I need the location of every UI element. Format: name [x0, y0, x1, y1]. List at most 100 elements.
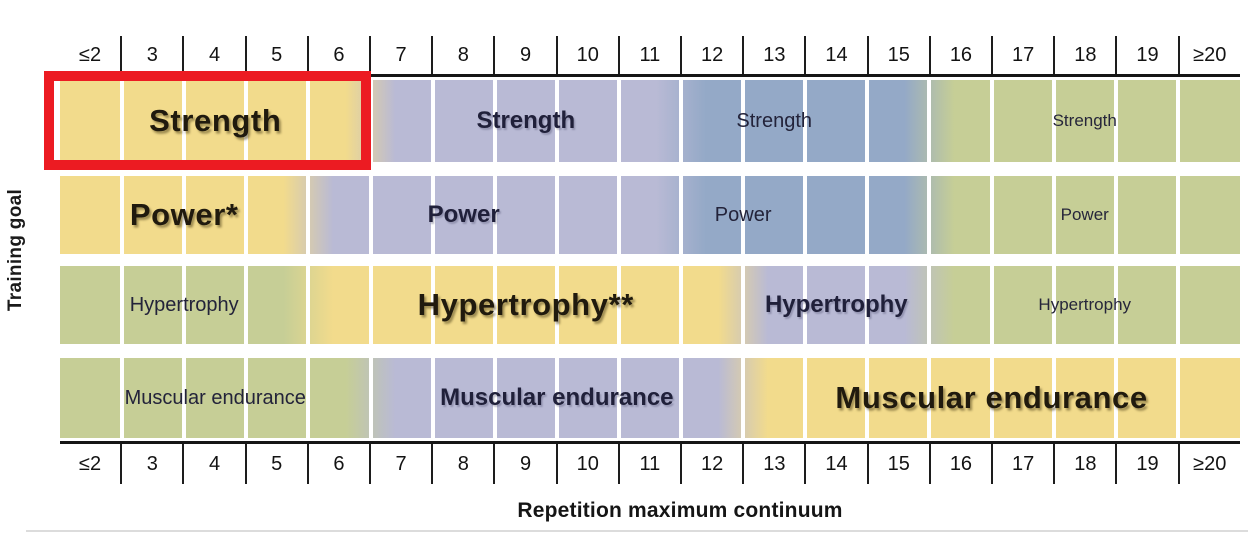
rm-tick-label: 5 — [247, 444, 309, 484]
rm-tick-label: 17 — [993, 36, 1056, 74]
column-divider — [1175, 266, 1180, 344]
column-divider — [989, 266, 994, 344]
rm-tick-label: 3 — [122, 444, 185, 484]
rm-tick-label: 13 — [744, 36, 807, 74]
column-divider — [244, 176, 249, 254]
column-divider — [1051, 358, 1056, 438]
rm-tick-label: ≥20 — [1193, 43, 1227, 66]
segment-label-muscular-endurance: Muscular endurance — [124, 386, 306, 409]
column-divider — [120, 266, 125, 344]
rm-tick-label: 10 — [558, 36, 620, 74]
column-divider — [927, 80, 932, 162]
rm-tick-label: 3 — [122, 36, 185, 74]
column-divider — [865, 358, 870, 438]
band-hypertrophy: Hypertrophy Hypertrophy** Hypertrophy Hyper… — [60, 266, 1240, 344]
column-divider — [865, 266, 870, 344]
segment-label-muscular-endurance: Muscular endurance — [440, 384, 674, 411]
column-divider — [927, 176, 932, 254]
rm-tick-label: 16 — [931, 36, 994, 74]
column-divider — [989, 358, 994, 438]
rm-tick-label: 17 — [993, 444, 1056, 484]
column-divider — [120, 80, 125, 162]
segment-label-power: Power — [427, 201, 500, 228]
rm-tick-label: 19 — [1117, 444, 1180, 484]
rm-tick-label: 9 — [495, 444, 558, 484]
column-divider — [306, 358, 311, 438]
column-divider — [120, 358, 125, 438]
column-divider — [368, 358, 373, 438]
band-power: Power* Power Power Power — [60, 176, 1240, 254]
rm-tick-label: 12 — [682, 444, 745, 484]
rm-tick-label: 8 — [433, 444, 496, 484]
segment-label-strength: Strength — [476, 107, 576, 134]
column-divider — [492, 358, 497, 438]
column-divider — [1113, 266, 1118, 344]
rm-tick-label: 15 — [869, 36, 931, 74]
rm-axis-top: ≤2 3 4 5 6 7 8 9 10 11 12 13 14 15 16 17 18 19 ≥20 — [60, 36, 1240, 77]
column-divider — [1113, 176, 1118, 254]
column-divider — [182, 80, 187, 162]
rm-tick-label: 12 — [682, 36, 745, 74]
rm-tick-label: 8 — [433, 36, 496, 74]
rm-tick-label: ≥20 — [1193, 452, 1227, 475]
segment-label-strength: Strength — [1052, 111, 1117, 130]
column-divider — [1113, 358, 1118, 438]
column-divider — [741, 358, 746, 438]
column-divider — [865, 176, 870, 254]
rm-tick-label: 9 — [495, 36, 558, 74]
rm-tick-label: 6 — [309, 444, 372, 484]
column-divider — [616, 266, 621, 344]
column-divider — [1175, 358, 1180, 438]
column-divider — [1175, 80, 1180, 162]
rm-tick-label: 6 — [309, 36, 372, 74]
column-divider — [803, 266, 808, 344]
column-divider — [244, 266, 249, 344]
column-divider — [1175, 176, 1180, 254]
column-divider — [989, 80, 994, 162]
rm-tick-label: ≤2 — [60, 444, 123, 484]
segment-label-power: Power — [1060, 205, 1109, 224]
segment-label-power: Power — [714, 203, 772, 226]
column-divider — [803, 176, 808, 254]
segment-label-hypertrophy: Hypertrophy — [764, 291, 908, 318]
segment-label-muscular-endurance: Muscular endurance — [835, 380, 1148, 415]
column-divider — [679, 80, 684, 162]
segment-label-strength: Strength — [736, 109, 812, 132]
rm-tick-label: 13 — [744, 444, 807, 484]
column-divider — [554, 266, 559, 344]
segment-label-strength[interactable]: Strength — [149, 103, 282, 138]
y-axis-label: Training goal — [5, 188, 26, 312]
column-divider — [244, 80, 249, 162]
column-divider — [430, 266, 435, 344]
column-divider — [803, 358, 808, 438]
rm-tick-label: 5 — [247, 36, 309, 74]
rm-tick-label: ≤2 — [60, 36, 123, 74]
column-divider — [182, 358, 187, 438]
highlight-box[interactable] — [44, 71, 371, 170]
column-divider — [554, 176, 559, 254]
column-divider — [803, 80, 808, 162]
column-divider — [616, 176, 621, 254]
rm-tick-label: 18 — [1055, 36, 1118, 74]
column-divider — [865, 80, 870, 162]
column-divider — [927, 358, 932, 438]
column-divider — [679, 266, 684, 344]
column-divider — [244, 358, 249, 438]
column-divider — [368, 176, 373, 254]
column-divider — [927, 266, 932, 344]
rm-tick-label: 19 — [1117, 36, 1180, 74]
column-divider — [306, 80, 311, 162]
segment-label-hypertrophy-: Hypertrophy** — [417, 287, 634, 322]
rm-tick-label: 14 — [806, 36, 869, 74]
segment-label-power-: Power* — [129, 197, 239, 232]
band-muscular-endurance: Muscular endurance Muscular endurance Musc… — [60, 358, 1240, 438]
rm-tick-label: 4 — [184, 36, 247, 74]
rm-tick-label: 7 — [371, 36, 434, 74]
rm-tick-label: 15 — [869, 444, 931, 484]
column-divider — [368, 266, 373, 344]
column-divider — [741, 80, 746, 162]
segment-label-hypertrophy: Hypertrophy — [1038, 295, 1132, 314]
column-divider — [430, 80, 435, 162]
x-axis-label: Repetition maximum continuum — [517, 499, 843, 522]
